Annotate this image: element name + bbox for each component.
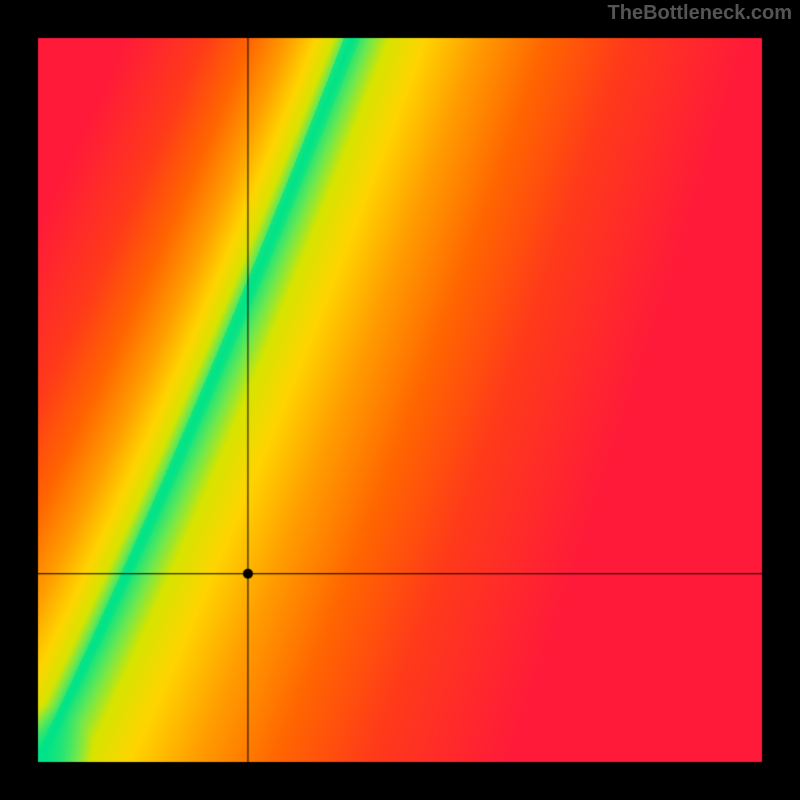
watermark-text: TheBottleneck.com <box>608 2 792 25</box>
bottleneck-heatmap <box>0 0 800 800</box>
